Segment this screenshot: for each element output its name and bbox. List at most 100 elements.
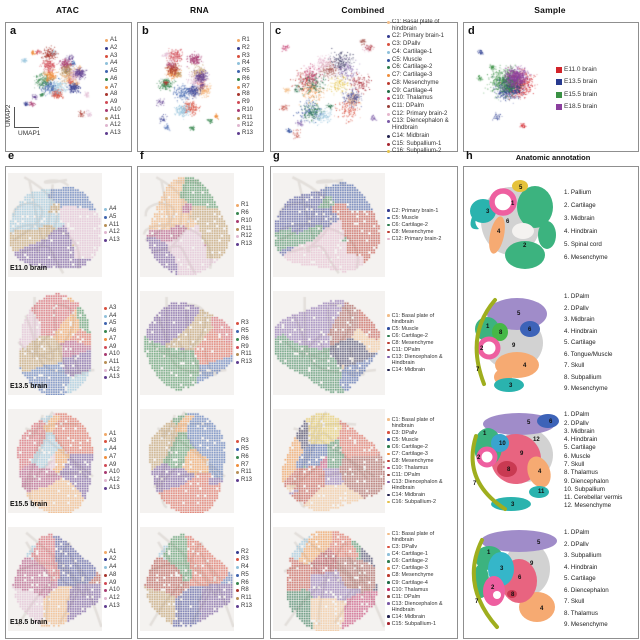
- legend-label: R13: [241, 358, 253, 365]
- region-number: 4: [540, 606, 544, 612]
- region-subpallium: [491, 434, 509, 452]
- legend-label: A13: [109, 374, 120, 381]
- legend-label: R5: [241, 571, 249, 578]
- legend-item: A2: [105, 45, 129, 52]
- umap-atac-scatter: [17, 36, 101, 124]
- legend-item: R13: [237, 130, 261, 137]
- legend-item: A4: [104, 206, 130, 213]
- legend-item: A12: [104, 595, 130, 602]
- region-number: 8: [511, 592, 515, 598]
- legend-item: A13: [104, 237, 130, 244]
- legend-marker: [105, 39, 108, 43]
- legend-item: C13: Diencephalon & Hindbrain: [387, 479, 455, 491]
- legend-item: R5: [237, 68, 261, 75]
- annotation-item: 9. Diencephalon: [564, 477, 609, 485]
- legend-marker: [236, 589, 239, 593]
- region-number: 2: [523, 243, 527, 249]
- column-title-rna: RNA: [189, 5, 209, 15]
- region-number: 5: [537, 540, 541, 546]
- legend-label: A6: [110, 75, 118, 82]
- annotation-item: 4. Hindbrain: [564, 327, 598, 335]
- panel-e-legend-e11: A4 A5 A11 A12 A13: [104, 173, 130, 277]
- legend-marker: [104, 223, 107, 227]
- legend-label: C13: Diencephalon & Hindbrain: [391, 354, 443, 367]
- legend-item: C16: Subpallium-2: [387, 499, 455, 505]
- legend-marker: [237, 39, 240, 43]
- legend-marker: [387, 418, 390, 421]
- legend-marker: [236, 242, 239, 246]
- legend-item: C15: Subpallium-1: [387, 621, 455, 627]
- legend-item: A7: [104, 336, 130, 343]
- legend-item: C14: Midbrain: [387, 614, 455, 620]
- legend-label: A3: [110, 52, 118, 59]
- region-number: 9: [530, 561, 534, 567]
- legend-label: R11: [241, 469, 252, 476]
- panel-e-legend-e15: A1 A3 A4 A7 A9 A10 A12 A13: [104, 409, 130, 513]
- legend-item: C6: Cartilage-2: [387, 222, 455, 228]
- legend-label: A12: [109, 366, 120, 373]
- legend-label: C3: DPallv: [392, 41, 421, 48]
- legend-item: R8: [237, 91, 261, 98]
- legend-label: R6: [241, 453, 249, 460]
- legend-item: C15: Subpallium-1: [387, 141, 453, 148]
- region-thalamus: [507, 590, 517, 598]
- legend-item: C10: Thalamus: [387, 95, 453, 102]
- umap2-axis-label: UMAP2: [5, 104, 12, 127]
- legend-marker: [387, 622, 390, 625]
- legend-item: C12: Primary brain-2: [387, 111, 453, 118]
- legend-label: E13.5 brain: [564, 78, 598, 86]
- legend-item: A1: [104, 431, 130, 438]
- legend-label: C6: Cartilage-2: [391, 558, 428, 565]
- annotation-item: 2. Cartilage: [564, 202, 596, 209]
- legend-item: C10: Thalamus: [387, 587, 455, 593]
- legend-label: R2: [241, 548, 249, 555]
- legend-label: A10: [109, 587, 120, 594]
- legend-item: R11: [236, 595, 262, 602]
- legend-label: A4: [109, 312, 117, 319]
- legend-label: E15.5 brain: [564, 90, 598, 98]
- legend-marker: [104, 337, 107, 341]
- legend-marker: [236, 550, 239, 554]
- legend-label: R5: [241, 446, 249, 453]
- annotation-item: 1. DPalm: [564, 411, 590, 419]
- legend-item: R11: [236, 469, 262, 476]
- legend-item: A1: [105, 37, 129, 44]
- region-number: 8: [507, 467, 511, 473]
- legend-label: A11: [109, 358, 120, 365]
- legend-marker: [387, 223, 390, 227]
- legend-marker: [556, 66, 562, 73]
- legend-label: C7: Cartilage-3: [391, 565, 428, 572]
- panel-b-legend: R1 R2 R3 R4 R5 R6 R7 R8 R9 R10 R11 R12 R13: [237, 27, 261, 147]
- legend-label: R10: [241, 217, 253, 224]
- legend-item: C7: Cartilage-3: [387, 451, 455, 457]
- legend-marker: [104, 558, 107, 562]
- legend-label: A2: [109, 556, 117, 563]
- legend-label: R7: [241, 461, 249, 468]
- legend-item: A5: [105, 68, 129, 75]
- annotation-item: 6. Diencephalon: [564, 586, 609, 594]
- legend-marker: [104, 463, 107, 467]
- annotation-item: 6. Tongue/Muscle: [564, 350, 613, 358]
- region-number: 4: [538, 469, 542, 475]
- legend-marker: [387, 545, 390, 549]
- legend-marker: [236, 455, 239, 459]
- legend-marker: [236, 471, 239, 475]
- legend-marker: [556, 103, 562, 110]
- legend-marker: [104, 345, 107, 349]
- legend-marker: [237, 70, 240, 74]
- legend-label: C12: Primary brain-2: [392, 110, 448, 117]
- legend-item: R3: [236, 438, 262, 445]
- annotation-item: 5. Cartilage: [564, 575, 596, 583]
- annotation-item: 5. Spinal cord: [564, 241, 602, 248]
- legend-item: C13: Diencephalon & Hindbrain: [387, 118, 453, 131]
- legend-item: C3: DPallv: [387, 544, 455, 550]
- legend-marker: [236, 566, 239, 570]
- legend-label: R8: [241, 587, 249, 594]
- legend-item: C11: DPalm: [387, 103, 453, 110]
- legend-label: R11: [241, 594, 252, 601]
- legend-item: C6: Cartilage-2: [387, 444, 455, 450]
- legend-marker: [236, 337, 239, 341]
